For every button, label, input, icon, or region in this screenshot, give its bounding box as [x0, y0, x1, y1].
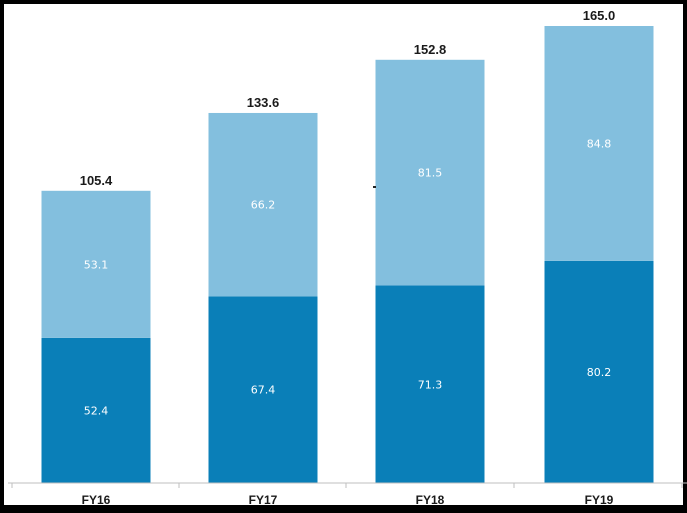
bar-segment-fy19-upper — [544, 26, 654, 261]
stacked-bar-chart: 52.4 53.1 105.4 FY16 67.4 66.2 133.6 FY17 71.3 81… — [8, 8, 687, 507]
total-value-label: 105.4 — [80, 173, 113, 188]
segment-value-label: 80.2 — [587, 366, 612, 379]
x-tick-label: FY17 — [249, 493, 278, 507]
x-tick-label: FY16 — [82, 493, 111, 507]
segment-value-label: 84.8 — [587, 137, 612, 150]
segment-value-label: 67.4 — [251, 384, 276, 397]
x-tick-label: FY19 — [585, 493, 614, 507]
stray-mark — [373, 186, 376, 188]
bar-segment-fy19-lower — [544, 260, 654, 483]
x-tick-label: FY18 — [416, 493, 445, 507]
segment-value-label: 66.2 — [251, 199, 276, 212]
segment-value-label: 52.4 — [84, 404, 109, 417]
bar-segment-fy16-lower — [41, 337, 151, 483]
segment-value-label: 81.5 — [418, 167, 443, 180]
bar-segment-fy16-upper — [41, 190, 151, 338]
total-value-label: 133.6 — [247, 95, 280, 110]
bar-segment-fy18-upper — [375, 59, 485, 286]
total-value-label: 165.0 — [583, 8, 616, 23]
total-value-label: 152.8 — [414, 42, 447, 57]
segment-value-label: 71.3 — [418, 378, 443, 391]
bar-segment-fy18-lower — [375, 285, 485, 483]
bar-segment-fy17-lower — [208, 296, 318, 483]
segment-value-label: 53.1 — [84, 258, 109, 271]
bar-segment-fy17-upper — [208, 112, 318, 297]
